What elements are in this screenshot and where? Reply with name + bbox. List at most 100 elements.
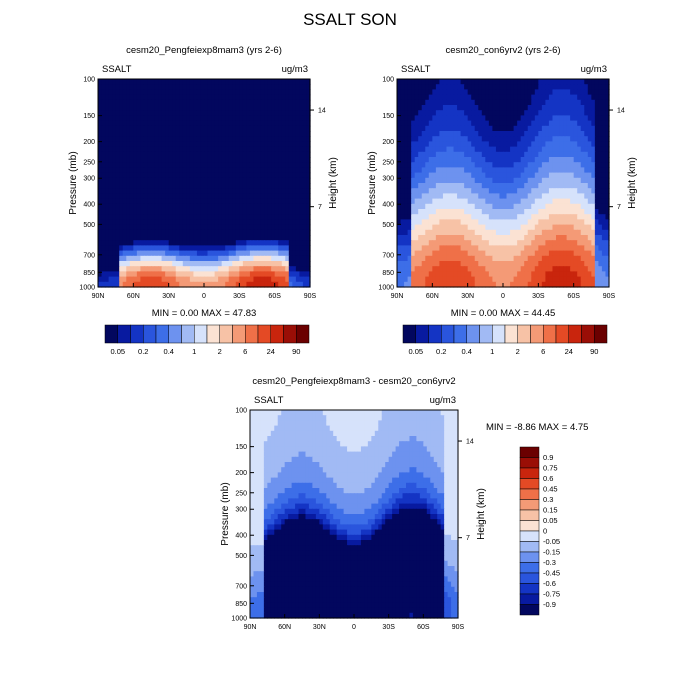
heatmap-cell (563, 177, 568, 184)
colorbar-horizontal (104, 324, 310, 344)
heatmap-cell (246, 193, 251, 200)
heatmap-cell (115, 157, 120, 163)
heatmap-cell (580, 84, 585, 90)
heatmap-cell (249, 131, 255, 137)
heatmap-cell (495, 250, 501, 257)
heatmap-cell (249, 219, 255, 226)
heatmap-cell (239, 203, 244, 210)
heatmap-cell (524, 214, 529, 220)
heatmap-cell (232, 255, 237, 262)
heatmap-cell (605, 198, 610, 205)
heatmap-cell (239, 193, 244, 200)
heatmap-cell (520, 198, 525, 205)
heatmap-cell (534, 266, 539, 272)
heatmap-cell (492, 203, 497, 210)
heatmap-cell (464, 281, 469, 288)
heatmap-cell (559, 193, 564, 200)
heatmap-cell (580, 172, 585, 179)
heatmap-cell (563, 188, 568, 194)
heatmap-cell (457, 188, 462, 194)
heatmap-cell (419, 410, 424, 416)
heatmap-cell (295, 89, 300, 96)
heatmap-cell (404, 99, 409, 106)
heatmap-cell (495, 131, 501, 137)
heatmap-cell (288, 177, 293, 184)
heatmap-cell (432, 125, 437, 132)
heatmap-cell (140, 125, 145, 132)
heatmap-cell (467, 162, 472, 168)
heatmap-cell (566, 89, 571, 96)
heatmap-cell (492, 193, 497, 200)
heatmap-cell (587, 240, 592, 246)
heatmap-cell (232, 183, 237, 189)
heatmap-cell (566, 120, 571, 127)
heatmap-cell (488, 193, 493, 200)
heatmap-cell (221, 214, 226, 220)
heatmap-cell (577, 203, 582, 210)
heatmap-cell (442, 94, 448, 101)
heatmap-cell (98, 261, 103, 267)
heatmap-cell (292, 136, 297, 142)
heatmap-cell (460, 136, 465, 142)
heatmap-cell (98, 276, 103, 283)
heatmap-cell (143, 162, 149, 168)
heatmap-cell (411, 94, 416, 101)
heatmap-cell (108, 157, 113, 163)
heatmap-cell (460, 105, 465, 111)
heatmap-cell (605, 84, 610, 90)
heatmap-cell (428, 89, 433, 96)
heatmap-cell (122, 188, 127, 194)
heatmap-cell (541, 110, 546, 116)
heatmap-cell (249, 203, 255, 210)
heatmap-cell (306, 120, 311, 127)
heatmap-cell (154, 125, 159, 132)
heatmap-cell (481, 183, 486, 189)
heatmap-cell (478, 177, 483, 184)
heatmap-cell (478, 193, 483, 200)
heatmap-cell (418, 131, 423, 137)
heatmap-cell (552, 115, 557, 122)
heatmap-cell (601, 120, 607, 127)
heatmap-cell (488, 131, 493, 137)
heatmap-cell (129, 276, 134, 283)
heatmap-cell (249, 162, 255, 168)
heatmap-cell (299, 89, 304, 96)
heatmap-cell (112, 89, 117, 96)
heatmap-cell (556, 110, 561, 116)
heatmap-cell (499, 276, 504, 283)
heatmap-cell (329, 410, 334, 416)
heatmap-cell (425, 162, 430, 168)
heatmap-cell (278, 167, 283, 174)
heatmap-cell (411, 84, 416, 90)
heatmap-cell (407, 255, 412, 262)
heatmap-cell (594, 120, 599, 127)
heatmap-cell (214, 224, 219, 231)
heatmap-cell (411, 240, 416, 246)
heatmap-cell (140, 141, 145, 148)
heatmap-cell (492, 105, 497, 111)
heatmap-cell (168, 240, 173, 246)
heatmap-cell (397, 229, 402, 236)
heatmap-cell (98, 125, 103, 132)
heatmap-cell (253, 198, 258, 205)
colorbar-box (219, 324, 233, 344)
heatmap-cell (186, 188, 191, 194)
heatmap-cell (200, 183, 205, 189)
heatmap-cell (260, 203, 265, 210)
heatmap-cell (122, 151, 127, 158)
heatmap-cell (129, 99, 134, 106)
heatmap-cell (281, 151, 286, 158)
heatmap-cell (306, 198, 311, 205)
heatmap-cell (453, 89, 458, 96)
heatmap-cell (591, 99, 596, 106)
heatmap-cell (517, 224, 522, 231)
heatmap-cell (397, 115, 402, 122)
lat-tick-label: 30S (233, 293, 246, 300)
heatmap-cell (397, 125, 402, 132)
heatmap-cell (151, 167, 156, 174)
heatmap-cell (193, 125, 198, 132)
heatmap-cell (418, 229, 423, 236)
heatmap-cell (531, 172, 536, 179)
heatmap-cell (460, 276, 465, 283)
heatmap-cell (211, 84, 216, 90)
